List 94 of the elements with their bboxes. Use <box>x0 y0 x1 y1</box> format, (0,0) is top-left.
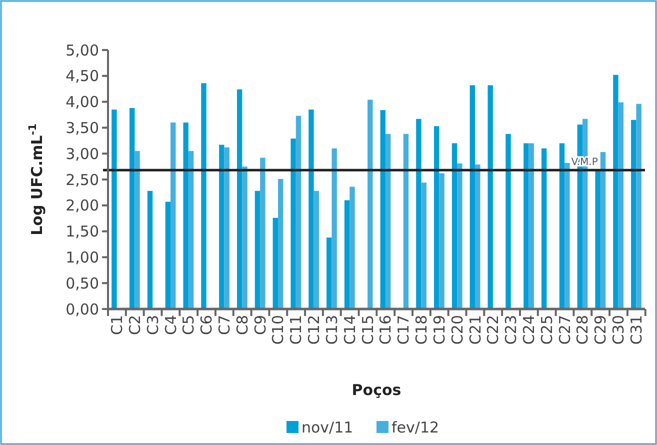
bar <box>272 218 278 309</box>
bar <box>600 152 606 309</box>
x-tick-label: C8 <box>233 315 252 336</box>
bar <box>254 190 260 309</box>
y-tick-label: 1,00 <box>66 248 99 266</box>
bar <box>439 173 444 309</box>
bar <box>112 110 117 309</box>
x-tick-label: C3 <box>144 315 162 336</box>
bar <box>403 134 409 309</box>
bar <box>219 144 224 309</box>
bar <box>564 162 570 309</box>
bar <box>165 202 171 309</box>
x-tick-label: C1 <box>108 315 126 336</box>
bar <box>636 104 642 309</box>
bar <box>385 134 391 309</box>
x-tick-label: C29 <box>592 315 610 345</box>
x-tick-label: C4 <box>162 315 180 336</box>
bar <box>541 148 547 309</box>
bar <box>236 89 242 309</box>
bar <box>452 143 458 309</box>
x-tick-label: C13 <box>322 315 341 345</box>
bar <box>475 164 480 309</box>
x-tick-label: C24 <box>520 315 538 345</box>
x-axis-title: Poços <box>352 381 402 399</box>
bar <box>242 166 248 309</box>
x-tick-label: C25 <box>538 315 556 345</box>
y-tick-label: 3,50 <box>66 118 99 137</box>
x-tick-label: C2 <box>126 315 144 336</box>
bar <box>170 122 176 309</box>
bar <box>380 110 386 309</box>
legend-label: nov/11 <box>302 418 354 436</box>
x-tick-label: C31 <box>627 315 646 345</box>
x-tick-label: C20 <box>448 315 466 345</box>
x-tick-label: C28 <box>574 315 592 345</box>
bar <box>524 143 529 309</box>
y-tick-label: 2,50 <box>66 170 99 189</box>
legend-label: fev/12 <box>392 418 440 436</box>
x-tick-label: C9 <box>251 315 270 336</box>
bar <box>296 116 302 309</box>
x-tick-label: C27 <box>556 315 574 345</box>
bar <box>613 74 618 309</box>
x-tick-label: C12 <box>305 315 324 345</box>
bar <box>224 147 230 309</box>
y-tick-label: 5,00 <box>66 41 99 60</box>
bar <box>528 143 534 309</box>
y-tick-label: 1,50 <box>66 222 99 241</box>
bar <box>201 83 206 309</box>
bar <box>344 200 350 309</box>
y-tick-label: 0,50 <box>66 274 99 292</box>
bar <box>416 118 422 309</box>
bar <box>326 238 332 309</box>
x-tick-label: C19 <box>430 315 448 345</box>
bar <box>368 100 373 309</box>
x-tick-label: C15 <box>358 315 377 345</box>
x-tick-label: C10 <box>269 315 288 345</box>
bar <box>332 148 337 309</box>
bar <box>147 190 153 309</box>
bar <box>183 122 188 309</box>
x-tick-label: C6 <box>198 315 216 336</box>
y-tick-label: 2,00 <box>66 196 99 215</box>
x-tick-label: C21 <box>466 315 484 345</box>
bar <box>188 151 194 309</box>
x-tick-label: C16 <box>376 315 395 345</box>
x-tick-label: C22 <box>484 315 502 345</box>
x-tick-label: C23 <box>502 315 520 345</box>
bar <box>314 190 319 309</box>
y-tick-label: 4,50 <box>66 67 99 86</box>
bar <box>290 138 296 309</box>
bar <box>350 186 355 309</box>
bar <box>134 151 140 309</box>
bar <box>559 143 565 309</box>
bar <box>488 85 493 309</box>
bar <box>470 85 476 309</box>
bar <box>260 158 266 309</box>
bar <box>421 182 426 309</box>
x-tick-label: C5 <box>180 315 198 336</box>
bar <box>595 170 600 309</box>
y-tick-label: 0,00 <box>66 300 99 318</box>
bar <box>308 110 314 309</box>
bar <box>434 126 440 309</box>
x-tick-label: C11 <box>287 315 306 345</box>
x-tick-label: C17 <box>394 315 413 345</box>
y-tick-label: 3,00 <box>66 144 99 163</box>
bar <box>631 120 636 309</box>
x-tick-label: C30 <box>610 315 628 345</box>
bar <box>506 134 511 309</box>
x-tick-label: C7 <box>216 315 234 336</box>
bar <box>618 102 624 309</box>
bar <box>129 108 135 309</box>
bar <box>457 163 462 309</box>
x-tick-label: C18 <box>412 315 431 345</box>
y-tick-label: 4,00 <box>66 93 99 112</box>
bar <box>278 178 284 309</box>
x-tick-label: C14 <box>340 315 359 345</box>
